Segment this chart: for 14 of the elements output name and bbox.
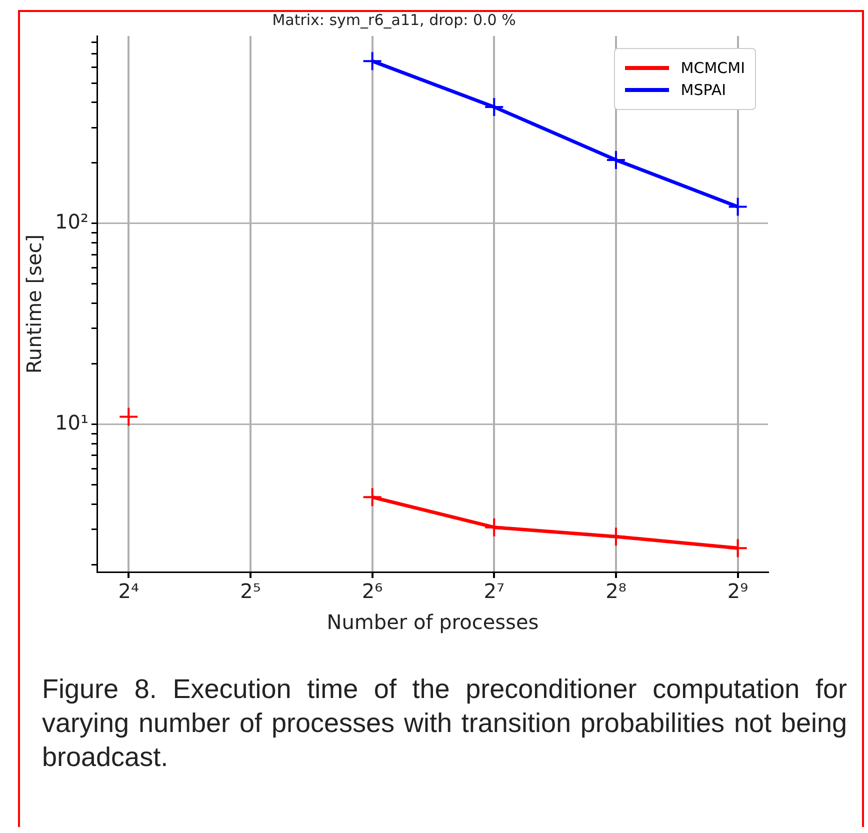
y-tick-label: 10¹ bbox=[55, 410, 88, 435]
y-axis-title: Runtime [sec] bbox=[22, 234, 46, 374]
legend-label: MCMCMI bbox=[680, 59, 745, 77]
x-tick-label: 2⁹ bbox=[727, 579, 748, 604]
y-tick-label: 10² bbox=[55, 210, 88, 234]
legend-label: MSPAI bbox=[680, 81, 726, 99]
chart-title: Matrix: sym_r6_a11, drop: 0.0 % bbox=[272, 10, 516, 29]
x-tick-label: 2⁷ bbox=[484, 579, 505, 604]
x-tick-label: 2⁵ bbox=[240, 579, 261, 604]
x-axis-title: Number of processes bbox=[326, 610, 539, 634]
x-tick-label: 2⁶ bbox=[362, 579, 383, 604]
x-tick-label: 2⁸ bbox=[606, 579, 626, 604]
x-tick-label: 2⁴ bbox=[118, 579, 140, 604]
caption: Figure 8. Execution time of the preconditioner computation for varying number of processes with transition probabilities not being broadcast. bbox=[42, 673, 847, 774]
